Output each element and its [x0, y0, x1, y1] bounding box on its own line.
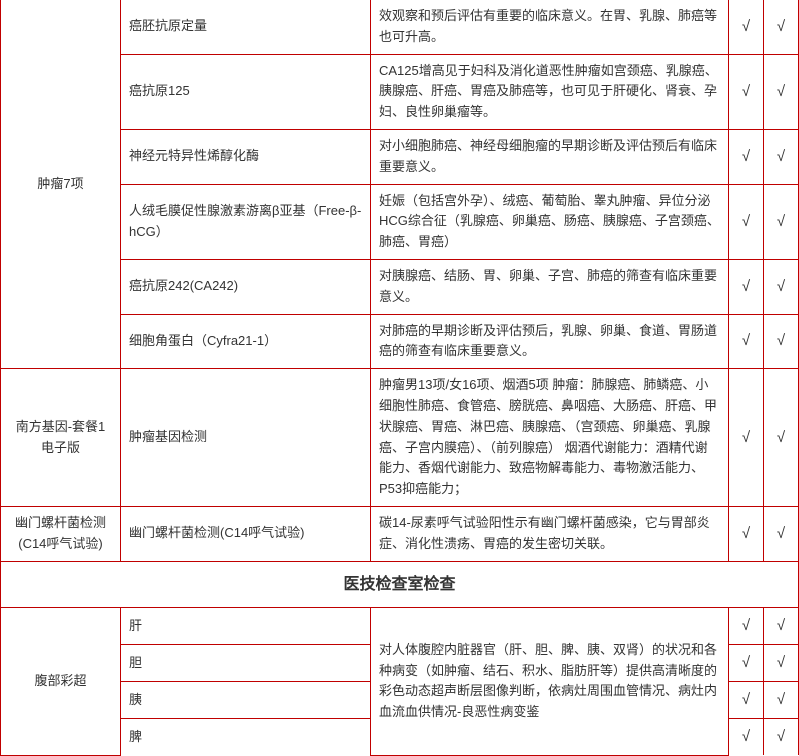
- category-c14-line1: 幽门螺杆菌检测: [15, 515, 106, 530]
- item-cell: 胰: [121, 682, 371, 719]
- desc-cell: 效观察和预后评估有重要的临床意义。在胃、乳腺、肺癌等也可升高。: [371, 0, 729, 54]
- desc-cell: 对胰腺癌、结肠、胃、卵巢、子宫、肺癌的筛查有临床重要意义。: [371, 259, 729, 314]
- item-cell: 脾: [121, 719, 371, 756]
- item-cell: 肿瘤基因检测: [121, 369, 371, 507]
- category-gene-line2: 电子版: [41, 440, 80, 455]
- check-col-2: √: [764, 129, 799, 184]
- desc-cell: 妊娠（包括宫外孕）、绒癌、葡萄胎、睾丸肿瘤、异位分泌HCG综合征（乳腺癌、卵巢癌…: [371, 184, 729, 259]
- check-col-2: √: [764, 719, 799, 756]
- check-col-2: √: [764, 0, 799, 54]
- check-col-1: √: [729, 54, 764, 129]
- desc-cell: 对人体腹腔内脏器官（肝、胆、脾、胰、双肾）的状况和各种病变（如肿瘤、结石、积水、…: [371, 608, 729, 756]
- check-col-1: √: [729, 506, 764, 561]
- item-cell: 肝: [121, 608, 371, 645]
- item-cell: 癌抗原242(CA242): [121, 259, 371, 314]
- item-cell: 人绒毛膜促性腺激素游离β亚基（Free-β-hCG）: [121, 184, 371, 259]
- item-cell: 细胞角蛋白（Cyfra21-1）: [121, 314, 371, 369]
- check-col-1: √: [729, 369, 764, 507]
- check-col-1: √: [729, 314, 764, 369]
- check-col-2: √: [764, 682, 799, 719]
- category-gene-line1: 南方基因-套餐1: [16, 419, 106, 434]
- check-col-1: √: [729, 129, 764, 184]
- section-header-medtech: 医技检查室检查: [1, 561, 799, 608]
- check-col-1: √: [729, 645, 764, 682]
- check-col-2: √: [764, 259, 799, 314]
- check-col-2: √: [764, 506, 799, 561]
- check-col-2: √: [764, 369, 799, 507]
- category-gene: 南方基因-套餐1 电子版: [1, 369, 121, 507]
- item-cell: 幽门螺杆菌检测(C14呼气试验): [121, 506, 371, 561]
- check-col-2: √: [764, 314, 799, 369]
- check-col-1: √: [729, 184, 764, 259]
- check-col-1: √: [729, 608, 764, 645]
- check-col-1: √: [729, 0, 764, 54]
- item-cell: 胆: [121, 645, 371, 682]
- desc-cell: 碳14-尿素呼气试验阳性示有幽门螺杆菌感染，它与胃部炎症、消化性溃疡、胃癌的发生…: [371, 506, 729, 561]
- check-col-2: √: [764, 184, 799, 259]
- category-tumor7: 肿瘤7项: [1, 0, 121, 369]
- desc-cell: 肿瘤男13项/女16项、烟酒5项 肿瘤：肺腺癌、肺鳞癌、小细胞性肺癌、食管癌、膀…: [371, 369, 729, 507]
- check-col-1: √: [729, 719, 764, 756]
- check-col-2: √: [764, 54, 799, 129]
- category-ultrasound: 腹部彩超: [1, 608, 121, 756]
- check-col-1: √: [729, 259, 764, 314]
- desc-cell: 对小细胞肺癌、神经母细胞瘤的早期诊断及评估预后有临床重要意义。: [371, 129, 729, 184]
- item-cell: 癌胚抗原定量: [121, 0, 371, 54]
- desc-cell: CA125增高见于妇科及消化道恶性肿瘤如宫颈癌、乳腺癌、胰腺癌、肝癌、胃癌及肺癌…: [371, 54, 729, 129]
- desc-cell: 对肺癌的早期诊断及评估预后，乳腺、卵巢、食道、胃肠道癌的筛查有临床重要意义。: [371, 314, 729, 369]
- check-col-2: √: [764, 608, 799, 645]
- item-cell: 神经元特异性烯醇化酶: [121, 129, 371, 184]
- item-cell: 癌抗原125: [121, 54, 371, 129]
- check-col-1: √: [729, 682, 764, 719]
- check-col-2: √: [764, 645, 799, 682]
- category-c14-line2: (C14呼气试验): [18, 536, 103, 551]
- category-c14: 幽门螺杆菌检测 (C14呼气试验): [1, 506, 121, 561]
